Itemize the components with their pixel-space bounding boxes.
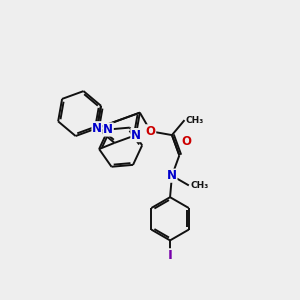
Text: O: O <box>146 125 156 138</box>
Text: N: N <box>103 123 113 136</box>
Text: O: O <box>181 135 191 148</box>
Text: CH₃: CH₃ <box>190 181 208 190</box>
Text: N: N <box>131 129 141 142</box>
Text: N: N <box>92 122 102 135</box>
Text: CH₃: CH₃ <box>186 116 204 124</box>
Text: I: I <box>168 249 172 262</box>
Text: N: N <box>167 169 177 182</box>
